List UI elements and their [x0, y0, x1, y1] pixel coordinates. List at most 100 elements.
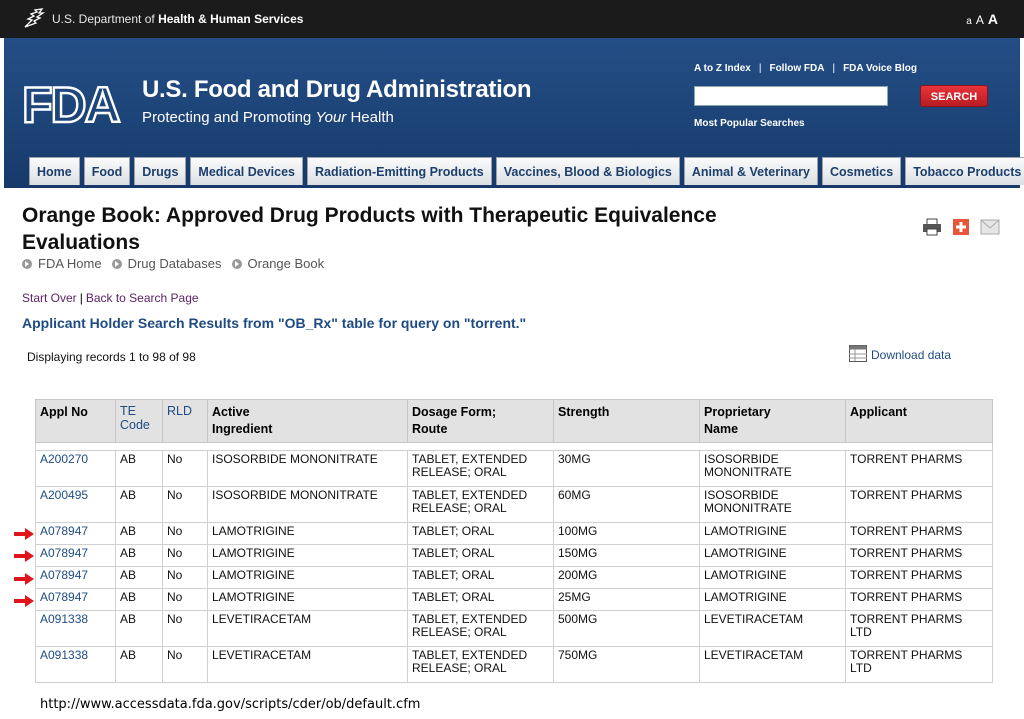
tagline-pre: Protecting and Promoting — [142, 109, 312, 126]
search-input[interactable] — [694, 86, 888, 106]
text-size-medium[interactable]: A — [975, 13, 984, 27]
breadcrumb-orange-book[interactable]: Orange Book — [247, 256, 325, 271]
nav-tab-animal-veterinary[interactable]: Animal & Veterinary — [683, 157, 818, 185]
dosage-line-1: TABLET, EXTENDED — [412, 648, 528, 662]
download-data-link[interactable]: Download data — [849, 345, 951, 362]
cell-ingredient: LAMOTRIGINE — [207, 588, 408, 611]
cell-ingredient: LEVETIRACETAM — [207, 646, 408, 683]
plus-share-icon[interactable] — [951, 218, 971, 236]
col-header-appl-no[interactable]: Appl No — [35, 399, 116, 443]
nav-tab-food[interactable]: Food — [83, 157, 131, 185]
back-to-search-link[interactable]: Back to Search Page — [85, 291, 199, 305]
col-header-proprietary-name[interactable]: Proprietary Name — [699, 399, 846, 443]
cell-strength: 150MG — [553, 544, 700, 567]
hhs-department-link[interactable]: U.S. Department of Health & Human Servic… — [52, 12, 303, 26]
cell-appl-no[interactable]: A078947 — [35, 588, 116, 611]
main-nav: Home Food Drugs Medical Devices Radiatio… — [29, 157, 1024, 185]
cell-appl-no[interactable]: A200270 — [35, 450, 116, 487]
nav-tab-cosmetics[interactable]: Cosmetics — [821, 157, 902, 185]
breadcrumb-fda-home[interactable]: FDA Home — [38, 256, 102, 271]
search-button[interactable]: SEARCH — [920, 85, 988, 107]
cell-te-code: AB — [115, 646, 163, 683]
dosage-line-1: TABLET, EXTENDED — [412, 488, 528, 502]
cell-proprietary-name: LAMOTRIGINE — [699, 544, 846, 567]
breadcrumb-drug-databases[interactable]: Drug Databases — [127, 256, 222, 271]
cell-te-code: AB — [115, 486, 163, 523]
cell-rld: No — [162, 588, 208, 611]
cell-ingredient: ISOSORBIDE MONONITRATE — [207, 486, 408, 523]
print-icon[interactable] — [922, 218, 942, 236]
spreadsheet-icon — [849, 345, 867, 362]
dosage-line-2: RELEASE; ORAL — [412, 661, 507, 675]
cell-applicant: TORRENT PHARMS — [845, 486, 993, 523]
nav-tab-tobacco-products[interactable]: Tobacco Products — [905, 157, 1024, 185]
follow-fda-link[interactable]: Follow FDA — [769, 63, 825, 74]
results-table-container: Appl No TE Code RLD Active Ingredient Dosa… — [35, 399, 993, 683]
cell-dosage: TABLET, EXTENDED RELEASE; ORAL — [407, 486, 554, 523]
text-size-small[interactable]: a — [966, 16, 972, 27]
col-applicant-label: Applicant — [850, 405, 907, 419]
col-header-te-code[interactable]: TE Code — [115, 399, 163, 443]
name-line-2: MONONITRATE — [704, 501, 792, 515]
col-name-label-2: Name — [704, 422, 739, 436]
col-header-active-ingredient[interactable]: Active Ingredient — [207, 399, 408, 443]
dosage-line-2: RELEASE; ORAL — [412, 465, 507, 479]
cell-ingredient: LEVETIRACETAM — [207, 610, 408, 647]
col-name-label-1: Proprietary — [704, 405, 771, 419]
table-row: A091338 AB No LEVETIRACETAM TABLET, EXTE… — [35, 646, 993, 683]
col-header-strength[interactable]: Strength — [553, 399, 700, 443]
hhs-top-bar: U.S. Department of Health & Human Servic… — [0, 0, 1024, 38]
hhs-eagle-icon[interactable] — [22, 7, 46, 31]
col-rld-label: RLD — [167, 404, 193, 418]
cell-dosage: TABLET; ORAL — [407, 522, 554, 545]
cell-rld: No — [162, 486, 208, 523]
agency-name[interactable]: U.S. Food and Drug Administration — [142, 76, 532, 103]
red-arrow-icon — [14, 573, 34, 585]
dosage-line-1: TABLET, EXTENDED — [412, 452, 528, 466]
a-to-z-index-link[interactable]: A to Z Index — [694, 63, 751, 74]
col-header-dosage-form-route[interactable]: Dosage Form; Route — [407, 399, 554, 443]
dosage-line-2: RELEASE; ORAL — [412, 501, 507, 515]
col-header-applicant[interactable]: Applicant — [845, 399, 993, 443]
cell-rld: No — [162, 544, 208, 567]
cell-appl-no[interactable]: A091338 — [35, 646, 116, 683]
cell-te-code: AB — [115, 450, 163, 487]
col-header-rld[interactable]: RLD — [162, 399, 208, 443]
table-spacer-row — [35, 442, 993, 451]
utility-links: A to Z Index | Follow FDA | FDA Voice Blog — [694, 63, 917, 74]
cell-rld: No — [162, 522, 208, 545]
cell-appl-no[interactable]: A078947 — [35, 566, 116, 589]
table-row: A200270 AB No ISOSORBIDE MONONITRATE TAB… — [35, 450, 993, 487]
cell-te-code: AB — [115, 588, 163, 611]
cell-ingredient: LAMOTRIGINE — [207, 566, 408, 589]
cell-appl-no[interactable]: A200495 — [35, 486, 116, 523]
nav-tab-radiation-emitting-products[interactable]: Radiation-Emitting Products — [307, 157, 492, 185]
cell-appl-no[interactable]: A078947 — [35, 522, 116, 545]
col-strength-label: Strength — [558, 405, 610, 419]
cell-proprietary-name: ISOSORBIDE MONONITRATE — [699, 486, 846, 523]
results-table: Appl No TE Code RLD Active Ingredient Dosa… — [35, 399, 993, 683]
cell-appl-no[interactable]: A078947 — [35, 544, 116, 567]
cell-proprietary-name: LAMOTRIGINE — [699, 522, 846, 545]
cell-strength: 500MG — [553, 610, 700, 647]
fda-logo[interactable]: FDA — [22, 78, 130, 128]
start-over-link[interactable]: Start Over — [22, 291, 77, 305]
cell-strength: 100MG — [553, 522, 700, 545]
cell-appl-no[interactable]: A091338 — [35, 610, 116, 647]
nav-tab-home[interactable]: Home — [29, 157, 80, 185]
most-popular-searches-link[interactable]: Most Popular Searches — [694, 118, 805, 129]
text-size-large[interactable]: A — [987, 11, 998, 27]
nav-tab-medical-devices[interactable]: Medical Devices — [190, 157, 303, 185]
tagline-emphasis: Your — [315, 109, 347, 126]
nav-tab-drugs[interactable]: Drugs — [134, 157, 187, 185]
fda-voice-blog-link[interactable]: FDA Voice Blog — [843, 63, 917, 74]
nav-tab-vaccines-blood-biologics[interactable]: Vaccines, Blood & Biologics — [495, 157, 680, 185]
name-line-1: ISOSORBIDE — [704, 488, 779, 502]
separator: | — [832, 63, 836, 74]
cell-proprietary-name: LEVETIRACETAM — [699, 610, 846, 647]
dept-prefix: U.S. Department of — [52, 12, 155, 26]
email-icon[interactable] — [980, 218, 1000, 236]
name-line-2: MONONITRATE — [704, 465, 792, 479]
applicant-line-1: TORRENT PHARMS — [850, 648, 963, 662]
cell-strength: 25MG — [553, 588, 700, 611]
